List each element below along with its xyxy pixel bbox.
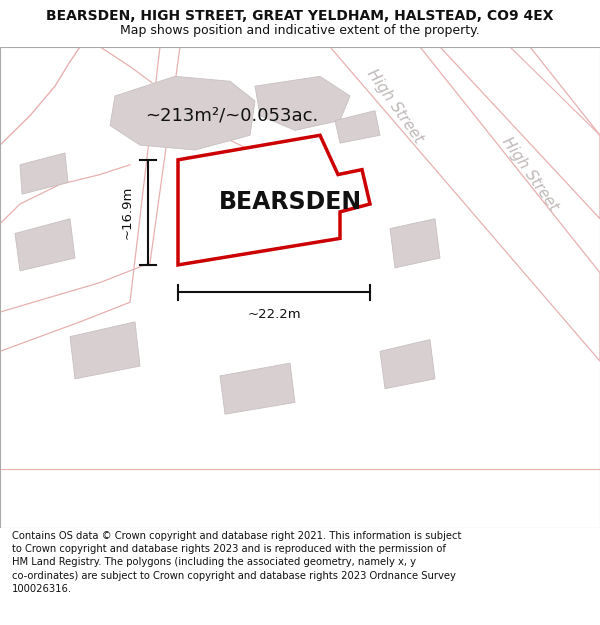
Text: ~22.2m: ~22.2m bbox=[247, 308, 301, 321]
Polygon shape bbox=[178, 135, 370, 265]
Polygon shape bbox=[220, 363, 295, 414]
Text: ~16.9m: ~16.9m bbox=[121, 186, 134, 239]
Text: ~213m²/~0.053ac.: ~213m²/~0.053ac. bbox=[145, 107, 318, 124]
Polygon shape bbox=[255, 76, 350, 131]
Text: BEARSDEN: BEARSDEN bbox=[218, 190, 362, 214]
Polygon shape bbox=[110, 76, 255, 150]
Polygon shape bbox=[335, 111, 380, 143]
Text: High Street: High Street bbox=[364, 66, 426, 146]
Polygon shape bbox=[70, 322, 140, 379]
Text: Contains OS data © Crown copyright and database right 2021. This information is : Contains OS data © Crown copyright and d… bbox=[12, 531, 461, 594]
Polygon shape bbox=[440, 47, 600, 219]
Text: BEARSDEN, HIGH STREET, GREAT YELDHAM, HALSTEAD, CO9 4EX: BEARSDEN, HIGH STREET, GREAT YELDHAM, HA… bbox=[46, 9, 554, 23]
Polygon shape bbox=[230, 165, 325, 226]
Polygon shape bbox=[15, 219, 75, 271]
Polygon shape bbox=[20, 153, 68, 194]
Polygon shape bbox=[330, 47, 600, 361]
Text: Map shows position and indicative extent of the property.: Map shows position and indicative extent… bbox=[120, 24, 480, 36]
Polygon shape bbox=[380, 339, 435, 389]
Polygon shape bbox=[390, 219, 440, 268]
Text: High Street: High Street bbox=[499, 135, 561, 214]
